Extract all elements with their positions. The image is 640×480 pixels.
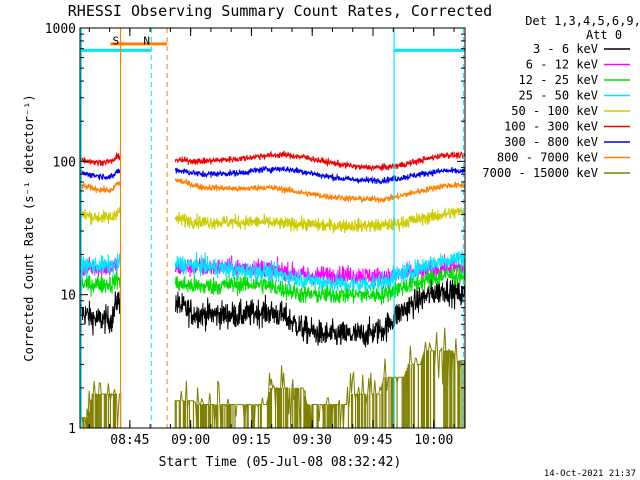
series-line xyxy=(174,250,466,293)
legend-label-2: 6 - 12 keV xyxy=(526,58,598,72)
marker-N: N xyxy=(143,35,150,48)
x-tick-label: 09:00 xyxy=(171,433,210,448)
legend-label-4: 25 - 50 keV xyxy=(519,89,598,103)
series-line xyxy=(80,380,121,429)
series-line xyxy=(174,177,465,204)
x-axis-title: Start Time (05-Jul-08 08:32:42) xyxy=(159,455,402,470)
series-line xyxy=(174,263,466,305)
series-line xyxy=(79,253,121,280)
x-tick-label: 09:15 xyxy=(232,433,271,448)
y-tick-label: 1000 xyxy=(45,22,76,37)
legend-label-8: 800 - 7000 keV xyxy=(497,151,598,165)
legend-label-5: 50 - 100 keV xyxy=(511,104,598,118)
legend-label-9: 7000 - 15000 keV xyxy=(482,166,598,180)
x-tick-label: 10:00 xyxy=(414,433,453,448)
y-tick-label: 1 xyxy=(68,422,76,437)
chart-title: RHESSI Observing Summary Count Rates, Co… xyxy=(68,2,492,20)
y-tick-label: 100 xyxy=(53,155,76,170)
x-tick-label: 09:30 xyxy=(293,433,332,448)
legend-label-3: 12 - 25 keV xyxy=(519,73,598,87)
series-line xyxy=(79,207,121,226)
legend-header-line-1: Det 1,3,4,5,6,9, xyxy=(525,14,640,28)
legend-label-7: 300 - 800 keV xyxy=(504,135,598,149)
series-8 xyxy=(79,177,465,204)
series-1 xyxy=(79,277,466,348)
series-line xyxy=(174,165,466,185)
series-line xyxy=(79,291,121,336)
axes: 08:45 09:00 09:15 09:30 09:45 10:00 1 10 100 1000 xyxy=(45,22,465,448)
legend-label-6: 100 - 300 keV xyxy=(504,120,598,134)
series-7 xyxy=(79,165,466,185)
plot-frame xyxy=(79,27,466,429)
legend-header-line-2: Att 0 xyxy=(586,28,622,42)
timestamp: 14-Oct-2021 21:37 xyxy=(544,469,636,479)
series-line xyxy=(174,277,466,348)
series-line xyxy=(175,327,466,429)
marker-S: S xyxy=(113,35,120,48)
series-line xyxy=(174,207,466,234)
series-line xyxy=(79,181,121,194)
x-tick-label: 08:45 xyxy=(110,433,149,448)
y-tick-label: 10 xyxy=(60,289,76,304)
x-tick-label: 09:45 xyxy=(353,433,392,448)
y-axis-title: Corrected Count Rate (s⁻¹ detector⁻¹) xyxy=(22,94,36,361)
series-line xyxy=(174,150,466,173)
series-5 xyxy=(79,207,466,234)
series-9 xyxy=(80,327,466,429)
series-line xyxy=(79,168,121,181)
legend-label-1: 3 - 6 keV xyxy=(533,42,598,56)
series-4 xyxy=(79,250,466,293)
